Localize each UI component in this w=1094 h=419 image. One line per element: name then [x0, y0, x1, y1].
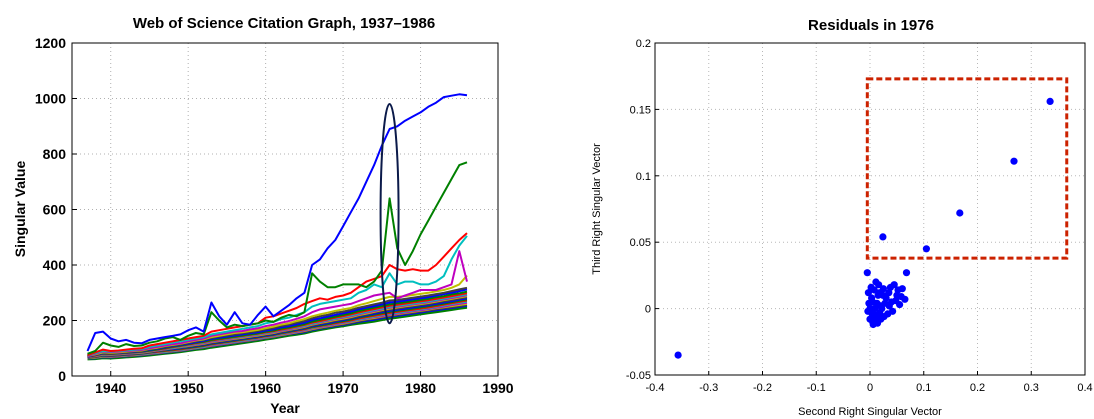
- left-y-tick-label: 400: [43, 257, 67, 273]
- right-x-tick-label: 0.2: [970, 382, 985, 394]
- right-y-tick-label: 0.15: [630, 104, 651, 116]
- scatter-point: [674, 351, 682, 359]
- scatter-point: [886, 283, 895, 291]
- scatter-point: [885, 302, 893, 310]
- left-y-tick-label: 800: [43, 146, 67, 162]
- left-y-tick-label: 1000: [35, 91, 66, 107]
- right-y-tick-label: -0.05: [626, 370, 651, 382]
- right-x-tick-label: -0.3: [699, 382, 718, 394]
- right-x-tick-label: 0: [867, 382, 873, 394]
- left-y-tick-label: 0: [58, 368, 66, 384]
- left-y-tick-label: 600: [43, 202, 67, 218]
- right-ticks: -0.4 -0.3 -0.2 -0.1 0 0.1 0.2 0.3 0.4 -0.05 0 0.05 0…: [626, 38, 1093, 394]
- scatter-point: [922, 245, 931, 253]
- right-chart-title: Residuals in 1976: [808, 17, 934, 34]
- scatter-point: [868, 294, 876, 302]
- right-y-tick-label: 0.2: [636, 38, 651, 50]
- right-scatter-points: [674, 97, 1054, 359]
- left-x-axis-label: Year: [270, 400, 300, 416]
- right-x-tick-label: 0.4: [1077, 382, 1092, 394]
- scatter-point: [867, 283, 875, 291]
- right-y-tick-label: 0: [645, 304, 651, 316]
- scatter-point: [864, 289, 873, 297]
- left-y-axis-label: Singular Value: [12, 161, 28, 258]
- scatter-point: [865, 299, 873, 307]
- right-y-tick-label: 0.05: [630, 237, 651, 249]
- left-highlight-ellipse: [379, 103, 400, 325]
- scatter-point: [872, 278, 880, 286]
- right-x-tick-label: 0.3: [1024, 382, 1039, 394]
- right-x-tick-label: -0.4: [646, 382, 665, 394]
- left-x-tick-label: 1990: [482, 380, 513, 396]
- left-y-tick-label: 1200: [35, 35, 66, 51]
- right-y-tick-label: 0.1: [636, 171, 651, 183]
- scatter-point: [897, 293, 905, 301]
- scatter-point: [864, 307, 872, 315]
- left-x-tick-label: 1960: [250, 380, 281, 396]
- right-x-axis-label: Second Right Singular Vector: [798, 406, 942, 418]
- scatter-point: [892, 297, 900, 305]
- scatter-point: [873, 299, 881, 307]
- scatter-point: [956, 209, 964, 217]
- scatter-point: [879, 291, 887, 299]
- left-series-line: [87, 286, 468, 358]
- right-x-tick-label: -0.1: [807, 382, 826, 394]
- left-chart-title: Web of Science Citation Graph, 1937–1986: [133, 15, 435, 32]
- left-series-line: [87, 161, 468, 355]
- scatter-point: [879, 233, 887, 241]
- left-x-tick-label: 1980: [405, 380, 436, 396]
- right-chart: Residuals in 1976 -0.4 -0.3 -0.2 -0.1 0 0.1 0.…: [591, 17, 1093, 418]
- left-series-line: [86, 93, 468, 352]
- left-x-tick-label: 1940: [95, 380, 126, 396]
- scatter-point: [1010, 157, 1018, 165]
- left-x-tick-label: 1950: [173, 380, 204, 396]
- left-y-tick-label: 200: [43, 313, 67, 329]
- left-x-tick-label: 1970: [328, 380, 359, 396]
- left-series-line: [87, 232, 468, 357]
- scatter-point: [894, 286, 902, 294]
- scatter-point: [863, 269, 871, 277]
- scatter-point: [878, 305, 886, 313]
- right-y-axis-label: Third Right Singular Vector: [591, 143, 603, 275]
- left-ticks: 1940 1950 1960 1970 1980 1990 0 200 400 600 800 100…: [35, 35, 514, 396]
- scatter-point: [902, 269, 911, 277]
- left-series-line: [87, 250, 468, 357]
- left-chart: Web of Science Citation Graph, 1937–1986…: [12, 15, 514, 416]
- right-highlight-box: [865, 77, 1069, 260]
- scatter-point: [1046, 97, 1054, 105]
- right-x-tick-label: 0.1: [916, 382, 931, 394]
- left-series-lines: [86, 93, 468, 361]
- right-x-tick-label: -0.2: [753, 382, 772, 394]
- scatter-point: [880, 313, 888, 321]
